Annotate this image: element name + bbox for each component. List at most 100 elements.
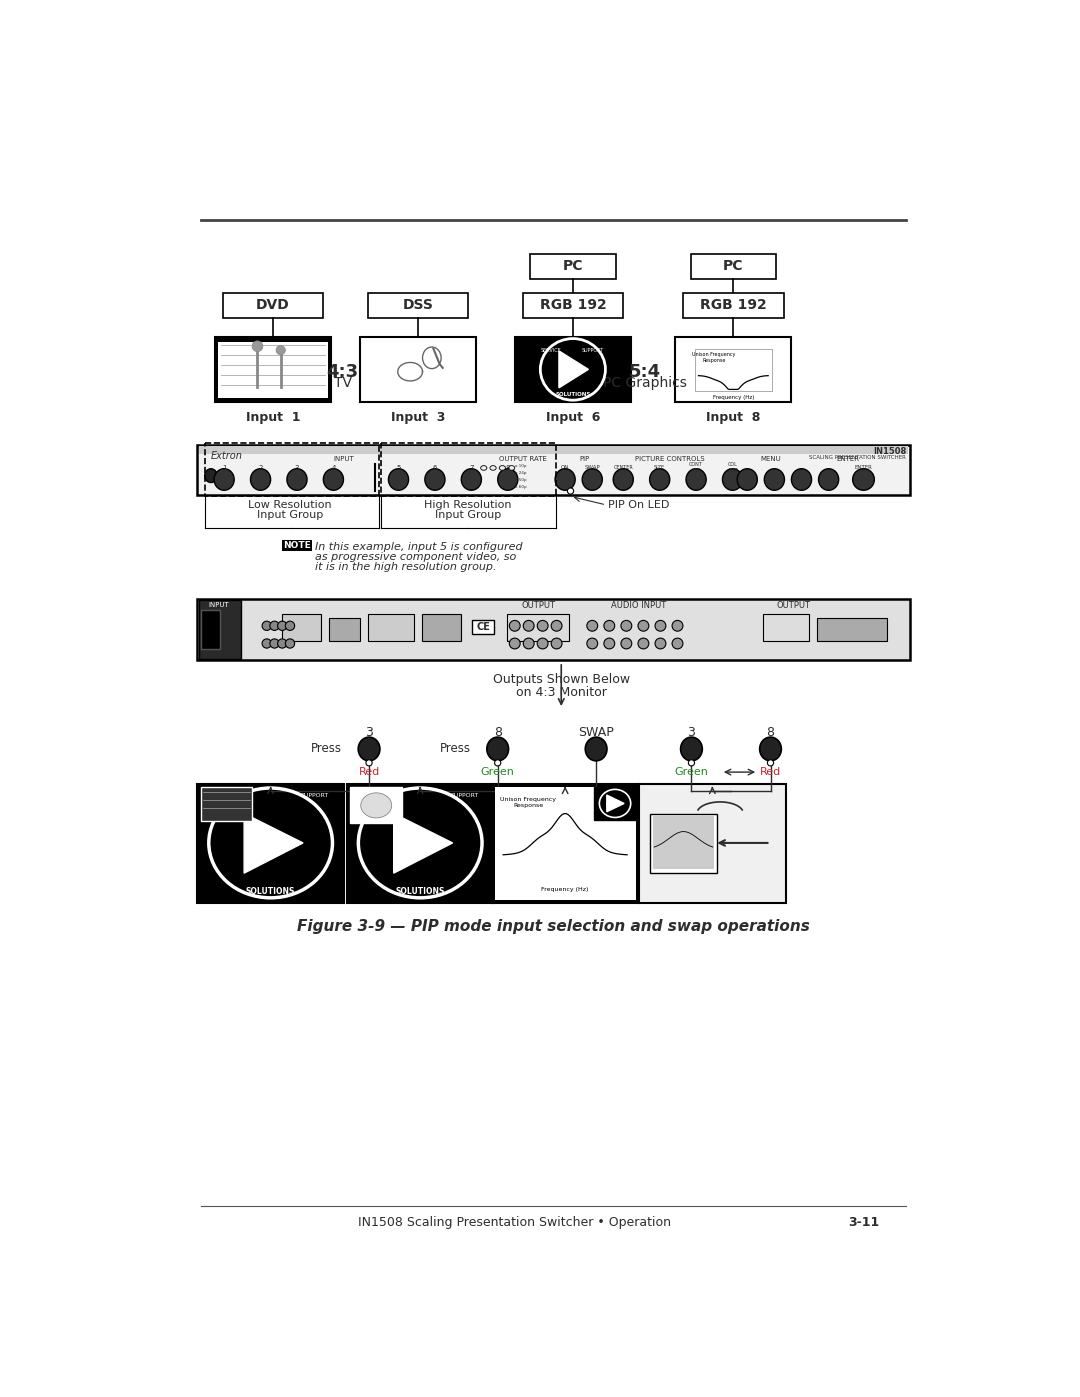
Bar [222, 293, 323, 317]
Text: High Resolution: High Resolution [424, 500, 512, 510]
Ellipse shape [285, 638, 295, 648]
Bar [507, 615, 569, 641]
Text: Input Group: Input Group [257, 510, 323, 520]
Text: 3: 3 [295, 465, 299, 471]
Ellipse shape [214, 469, 234, 490]
Ellipse shape [510, 620, 521, 631]
Bar [638, 784, 786, 902]
Text: Green: Green [481, 767, 515, 777]
Ellipse shape [656, 638, 666, 648]
Ellipse shape [638, 620, 649, 631]
Ellipse shape [285, 622, 295, 630]
Ellipse shape [672, 638, 683, 648]
Text: CE: CE [476, 622, 490, 633]
Text: SOLUTIONS: SOLUTIONS [246, 887, 295, 895]
Text: Unison Frequency
Response: Unison Frequency Response [692, 352, 735, 363]
Polygon shape [559, 351, 589, 388]
Text: 2: 2 [258, 465, 262, 471]
Text: SUPPORT: SUPPORT [581, 348, 604, 353]
Bar [491, 784, 638, 902]
Text: SUPPORT: SUPPORT [450, 792, 478, 798]
Text: o 60p: o 60p [515, 485, 526, 489]
Text: 4: 4 [332, 465, 336, 471]
Bar [282, 615, 321, 641]
Ellipse shape [495, 760, 501, 766]
Bar [350, 788, 402, 823]
Ellipse shape [621, 638, 632, 648]
Ellipse shape [498, 469, 517, 490]
Ellipse shape [262, 622, 271, 630]
Text: o 50p: o 50p [515, 478, 526, 482]
Text: 5: 5 [396, 465, 401, 471]
Ellipse shape [551, 620, 562, 631]
Ellipse shape [604, 620, 615, 631]
Text: 8: 8 [494, 725, 502, 739]
Text: 8: 8 [505, 465, 510, 471]
Text: Figure 3-9 — PIP mode input selection and swap operations: Figure 3-9 — PIP mode input selection an… [297, 919, 810, 933]
Polygon shape [244, 813, 303, 873]
Ellipse shape [481, 465, 487, 471]
Text: 7: 7 [469, 465, 474, 471]
Text: as progressive component video, so: as progressive component video, so [314, 552, 516, 562]
Ellipse shape [270, 638, 279, 648]
Ellipse shape [361, 793, 392, 817]
Text: Green: Green [675, 767, 708, 777]
Bar [675, 337, 792, 402]
Ellipse shape [765, 469, 784, 490]
Text: DVD: DVD [256, 299, 289, 313]
Text: Input  1: Input 1 [246, 411, 300, 425]
Text: Input Group: Input Group [435, 510, 501, 520]
Text: ENTER: ENTER [837, 455, 860, 461]
Ellipse shape [389, 469, 408, 490]
Text: SOLUTIONS: SOLUTIONS [395, 887, 445, 895]
Bar [650, 813, 717, 873]
Bar [367, 293, 469, 317]
Text: INPUT: INPUT [334, 455, 354, 461]
Bar [347, 784, 494, 902]
Ellipse shape [252, 341, 262, 352]
Polygon shape [607, 795, 624, 812]
Text: COL
TNT: COL TNT [728, 462, 738, 472]
Ellipse shape [567, 488, 573, 495]
Ellipse shape [585, 738, 607, 761]
Bar [381, 443, 556, 496]
Text: CENTER: CENTER [613, 465, 633, 469]
Text: IN1508: IN1508 [873, 447, 906, 455]
Bar [694, 349, 772, 391]
Ellipse shape [680, 738, 702, 761]
Ellipse shape [649, 469, 670, 490]
Ellipse shape [510, 638, 521, 648]
Bar [199, 447, 908, 454]
Ellipse shape [792, 469, 811, 490]
Ellipse shape [366, 760, 373, 766]
Ellipse shape [672, 620, 683, 631]
Text: RGB 192: RGB 192 [540, 299, 606, 313]
Text: 4:3: 4:3 [326, 363, 359, 381]
Ellipse shape [205, 469, 217, 482]
Bar [594, 787, 636, 820]
Text: ON: ON [561, 465, 569, 471]
Text: Press: Press [440, 742, 471, 756]
Bar [652, 816, 714, 869]
Text: 8: 8 [767, 725, 774, 739]
Text: INPUT: INPUT [208, 602, 229, 608]
Bar [201, 610, 220, 648]
Text: on 4:3 Monitor: on 4:3 Monitor [516, 686, 607, 698]
Bar [197, 599, 910, 661]
Text: it is in the high resolution group.: it is in the high resolution group. [314, 562, 497, 571]
Text: 6: 6 [433, 465, 437, 471]
Text: SUPPORT: SUPPORT [300, 792, 329, 798]
Text: OUTPUT RATE: OUTPUT RATE [499, 455, 546, 461]
Text: Low Resolution: Low Resolution [248, 500, 332, 510]
Ellipse shape [251, 469, 271, 490]
Text: Red: Red [359, 767, 380, 777]
Text: Input  3: Input 3 [391, 411, 445, 425]
Text: PC: PC [723, 260, 743, 274]
Text: 3: 3 [365, 725, 373, 739]
Text: SERVICE: SERVICE [363, 792, 389, 798]
Ellipse shape [524, 638, 535, 648]
Bar [282, 539, 312, 550]
Ellipse shape [499, 465, 505, 471]
Bar [762, 615, 809, 641]
Bar [199, 601, 241, 659]
